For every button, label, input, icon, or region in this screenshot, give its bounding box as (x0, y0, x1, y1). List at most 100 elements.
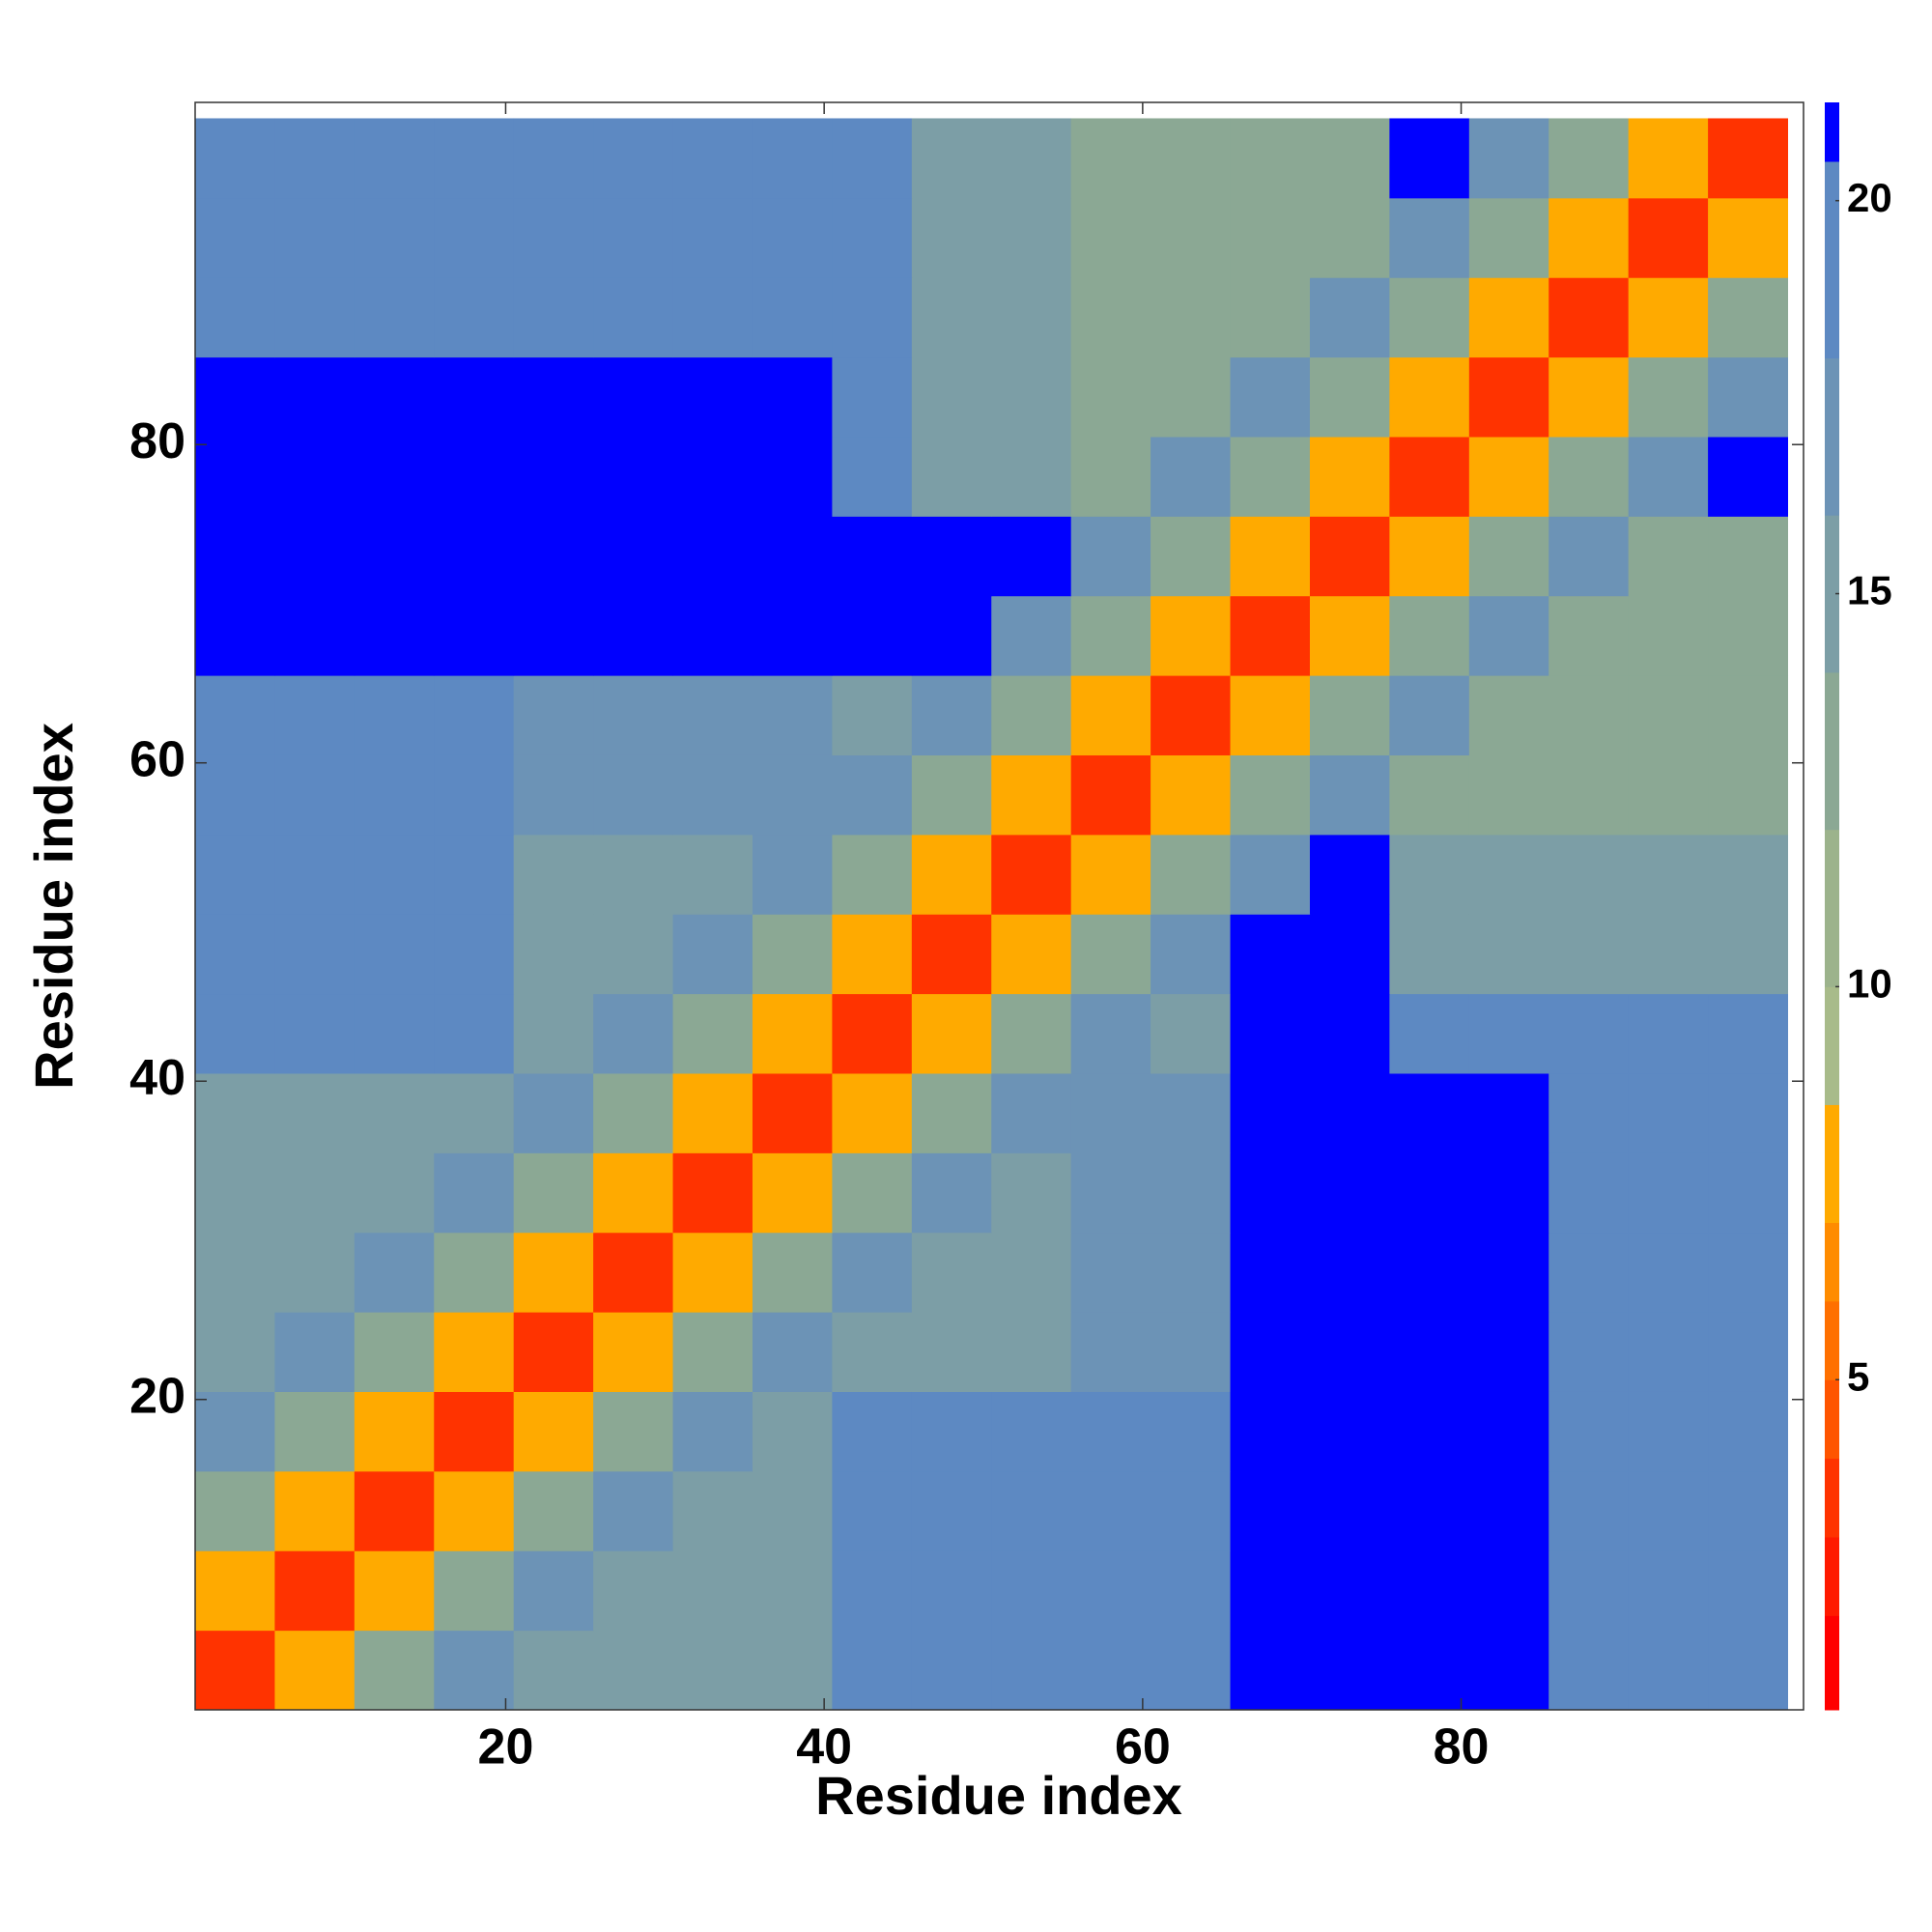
x-tick-label: 60 (1115, 1719, 1171, 1776)
heatmap-cell (1468, 356, 1549, 438)
heatmap-cell (1230, 834, 1311, 915)
heatmap-cell (354, 1232, 435, 1313)
heatmap-cell (513, 595, 594, 676)
heatmap-cell (991, 1072, 1072, 1153)
x-tick-label: 40 (796, 1719, 852, 1776)
heatmap-cell (1468, 1312, 1549, 1392)
heatmap-cell (513, 914, 594, 995)
heatmap-cell (1309, 516, 1390, 597)
heatmap-cell (195, 1470, 275, 1551)
heatmap-cell (1309, 1152, 1390, 1234)
heatmap-cell (1070, 1072, 1151, 1153)
heatmap-cell (911, 1630, 992, 1711)
heatmap-cell (354, 993, 435, 1074)
heatmap-cell (911, 595, 992, 676)
heatmap-cell (672, 1232, 753, 1313)
heatmap-cell (991, 1232, 1072, 1313)
heatmap-cell (195, 993, 275, 1074)
heatmap-cell (1070, 118, 1151, 199)
heatmap-cell (434, 436, 515, 517)
heatmap-cell (991, 834, 1072, 915)
heatmap-cell (752, 1630, 833, 1711)
heatmap-cell (195, 1072, 275, 1153)
x-tick-label: 20 (478, 1719, 534, 1776)
heatmap-cell (195, 595, 275, 676)
heatmap-cell (1468, 675, 1549, 755)
heatmap-cell (274, 277, 355, 358)
heatmap-cell (1151, 754, 1232, 836)
heatmap-cell (1628, 595, 1709, 676)
heatmap-cell (672, 675, 753, 755)
heatmap-cell (434, 754, 515, 836)
heatmap-cell (1628, 834, 1709, 915)
heatmap-cell (274, 675, 355, 755)
heatmap-cell (1070, 1391, 1151, 1472)
heatmap-cell (752, 993, 833, 1074)
heatmap-cell (911, 356, 992, 438)
heatmap-cell (672, 516, 753, 597)
heatmap-cell (513, 675, 594, 755)
heatmap-cell (911, 118, 992, 199)
heatmap-cell (354, 197, 435, 278)
heatmap-cell (1070, 277, 1151, 358)
y-axis-label: Residue index (23, 723, 84, 1090)
heatmap-cell (911, 1072, 992, 1153)
heatmap-cell (354, 436, 435, 517)
colorbar-segment (1825, 102, 1839, 162)
heatmap-cell (911, 675, 992, 755)
heatmap-cell (1628, 1391, 1709, 1472)
heatmap-cell (434, 595, 515, 676)
heatmap-cell (1468, 1470, 1549, 1551)
heatmap-cell (672, 1470, 753, 1551)
heatmap-cell (1230, 277, 1311, 358)
heatmap-cell (1628, 1312, 1709, 1392)
heatmap-cell (832, 118, 913, 199)
heatmap-cell (752, 277, 833, 358)
heatmap-cell (434, 1152, 515, 1234)
heatmap-cell (274, 754, 355, 836)
colorbar-segment (1825, 671, 1839, 831)
heatmap-cell (911, 277, 992, 358)
heatmap-cell (911, 1550, 992, 1632)
heatmap-cell (1708, 277, 1789, 358)
heatmap-cell (195, 1232, 275, 1313)
heatmap-cell (832, 834, 913, 915)
heatmap-cell (1708, 516, 1789, 597)
heatmap-cell (1389, 277, 1470, 358)
heatmap-cell (1389, 1312, 1470, 1392)
heatmap-cell (274, 516, 355, 597)
heatmap-cell (274, 1232, 355, 1313)
heatmap-cell (991, 197, 1072, 278)
heatmap-cell (274, 1072, 355, 1153)
heatmap-cell (1389, 914, 1470, 995)
heatmap-cell (274, 1550, 355, 1632)
heatmap-cell (195, 1152, 275, 1234)
heatmap-cell (1309, 993, 1390, 1074)
heatmap-cell (1151, 1630, 1232, 1711)
heatmap-cell (1070, 516, 1151, 597)
heatmap-cell (1389, 1232, 1470, 1313)
heatmap-cell (1070, 754, 1151, 836)
heatmap-cell (274, 1470, 355, 1551)
heatmap-cell (593, 516, 674, 597)
heatmap-cell (593, 118, 674, 199)
heatmap-cell (911, 1312, 992, 1392)
heatmap-cell (1628, 1550, 1709, 1632)
heatmap-cell (354, 1072, 435, 1153)
heatmap-cell (195, 834, 275, 915)
heatmap-cell (1548, 1470, 1630, 1551)
heatmap-cell (434, 834, 515, 915)
heatmap-cell (1309, 277, 1390, 358)
heatmap-cell (1628, 993, 1709, 1074)
heatmap-cell (1628, 754, 1709, 836)
heatmap-cell (1548, 1072, 1630, 1153)
heatmap-cell (991, 356, 1072, 438)
heatmap-cell (832, 1152, 913, 1234)
heatmap-cell (195, 754, 275, 836)
heatmap-cell (832, 516, 913, 597)
heatmap-cell (991, 914, 1072, 995)
heatmap-cell (513, 1550, 594, 1632)
heatmap-cell (1548, 277, 1630, 358)
heatmap-cell (1230, 595, 1311, 676)
heatmap-cell (991, 1630, 1072, 1711)
